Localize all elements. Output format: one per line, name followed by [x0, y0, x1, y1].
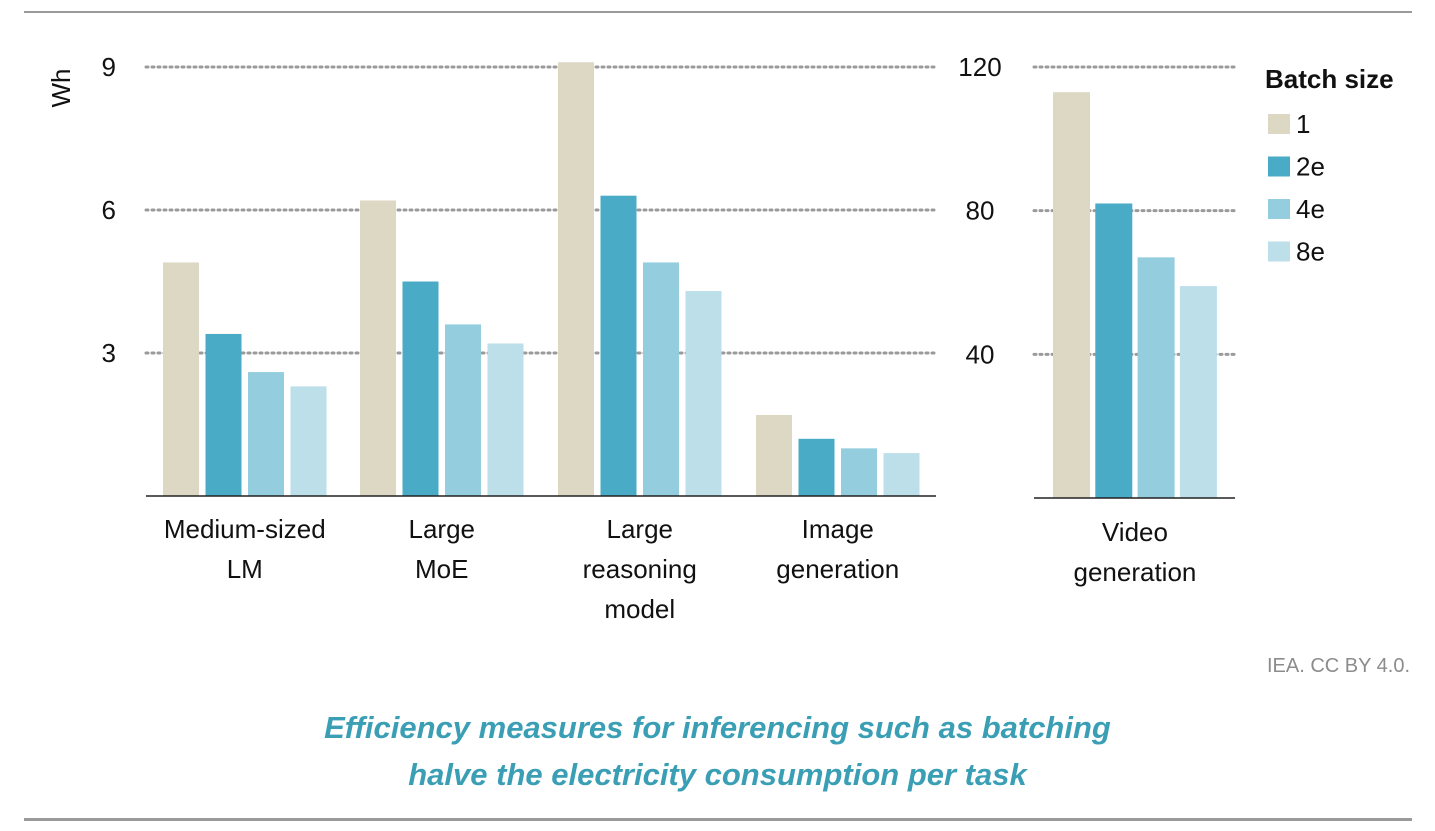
legend-label-2e: 2e [1296, 152, 1325, 182]
bar-4e-2 [643, 262, 679, 496]
category-label: Large [409, 514, 476, 544]
category-label: MoE [415, 554, 468, 584]
bar-2e-2 [600, 195, 637, 496]
y-tick-label: 120 [958, 52, 1001, 82]
category-label: Video [1102, 517, 1168, 547]
bar-8e-1 [487, 343, 524, 496]
bar-4e-3 [841, 448, 877, 496]
legend-swatch-4e [1268, 199, 1290, 219]
category-label: generation [776, 554, 899, 584]
bar-2e-3 [798, 438, 835, 496]
legend-title: Batch size [1265, 64, 1394, 94]
legend-swatch-8e [1268, 241, 1290, 262]
bar-1-2 [558, 62, 594, 496]
legend-label-8e: 8e [1296, 237, 1325, 267]
bar-4e-0 [248, 372, 284, 496]
legend-label-1: 1 [1296, 109, 1310, 139]
y-tick-label: 6 [102, 195, 116, 225]
batch-size-energy-chart: 3 6 9 Medium-sized LM Large MoE Large reasoning m… [46, 52, 1394, 624]
bar-8e-3 [883, 453, 920, 496]
legend-swatch-2e [1268, 156, 1290, 177]
legend-label-4e: 4e [1296, 194, 1325, 224]
bar-2e-0 [1095, 203, 1133, 498]
category-label: reasoning [583, 554, 697, 584]
category-label: LM [227, 554, 263, 584]
caption-line-2: halve the electricity consumption per ta… [408, 757, 1027, 792]
y-tick-label: 80 [966, 196, 995, 226]
category-label: Large [607, 514, 674, 544]
y-tick-label: 40 [966, 339, 995, 369]
bar-4e-0 [1137, 257, 1175, 498]
bar-8e-0 [1179, 286, 1217, 498]
bottom-rule [24, 818, 1412, 821]
source-note: IEA. CC BY 4.0. [1266, 655, 1410, 677]
bar-1-3 [756, 414, 792, 496]
legend-swatch-1 [1268, 114, 1290, 134]
bar-2e-0 [205, 333, 242, 496]
bar-4e-1 [445, 324, 481, 496]
category-label: Image [802, 514, 874, 544]
bar-2e-1 [402, 281, 439, 496]
category-label: generation [1074, 557, 1197, 587]
category-label: model [604, 594, 675, 624]
bar-1-0 [1053, 92, 1090, 499]
bar-8e-0 [290, 386, 327, 496]
y-tick-label: 9 [102, 52, 116, 82]
top-rule [24, 11, 1412, 13]
y-axis-label: Wh [46, 69, 76, 108]
bar-1-0 [163, 262, 199, 496]
bar-1-1 [360, 200, 396, 496]
bar-8e-2 [685, 291, 722, 496]
caption-line-1: Efficiency measures for inferencing such… [324, 710, 1111, 745]
category-label: Medium-sized [164, 514, 326, 544]
y-tick-label: 3 [102, 338, 116, 368]
